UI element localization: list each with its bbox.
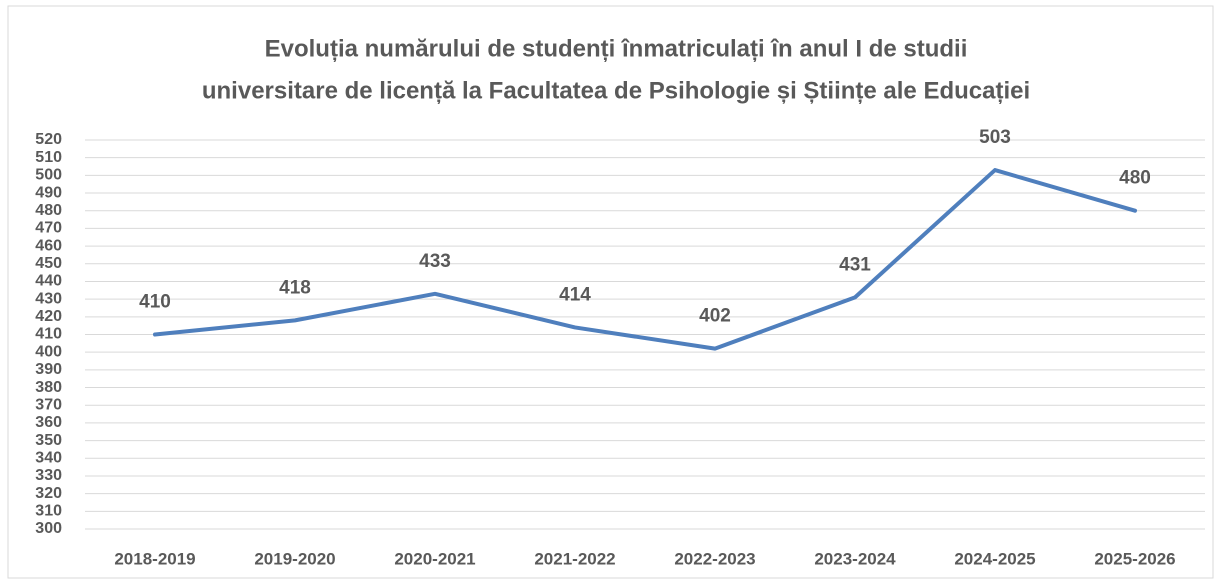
y-tick-label: 490 xyxy=(35,184,62,201)
data-label: 402 xyxy=(699,306,731,327)
data-label: 433 xyxy=(419,251,451,272)
x-tick-label: 2025-2026 xyxy=(1094,549,1175,568)
y-tick-label: 300 xyxy=(35,520,62,537)
y-tick-label: 430 xyxy=(35,290,62,307)
data-label: 431 xyxy=(839,254,871,275)
y-tick-label: 440 xyxy=(35,273,62,290)
y-tick-label: 360 xyxy=(35,414,62,431)
chart-title: Evoluția numărului de studenți înmatricu… xyxy=(265,35,968,62)
data-label: 418 xyxy=(279,277,311,298)
data-label: 414 xyxy=(559,284,591,305)
data-label: 410 xyxy=(139,292,171,313)
y-tick-label: 480 xyxy=(35,202,62,219)
line-series xyxy=(153,168,1137,351)
y-tick-label: 450 xyxy=(35,255,62,272)
x-tick-label: 2024-2025 xyxy=(954,549,1035,568)
chart-border xyxy=(7,5,1214,579)
y-tick-label: 330 xyxy=(35,467,62,484)
y-tick-label: 500 xyxy=(35,167,62,184)
y-tick-label: 310 xyxy=(35,503,62,520)
y-tick-label: 460 xyxy=(35,237,62,254)
y-tick-label: 510 xyxy=(35,149,62,166)
y-tick-label: 380 xyxy=(35,379,62,396)
chart-title: universitare de licență la Facultatea de… xyxy=(202,77,1030,104)
y-tick-label: 340 xyxy=(35,449,62,466)
y-tick-label: 470 xyxy=(35,220,62,237)
data-label: 503 xyxy=(979,127,1011,148)
y-tick-label: 390 xyxy=(35,361,62,378)
x-tick-label: 2019-2020 xyxy=(254,549,335,568)
x-tick-label: 2018-2019 xyxy=(114,549,195,568)
y-tick-label: 370 xyxy=(35,396,62,413)
y-tick-label: 350 xyxy=(35,432,62,449)
y-tick-label: 420 xyxy=(35,308,62,325)
x-tick-label: 2021-2022 xyxy=(534,549,615,568)
x-tick-label: 2023-2024 xyxy=(814,549,896,568)
x-tick-label: 2022-2023 xyxy=(674,549,755,568)
data-label: 480 xyxy=(1119,168,1151,189)
y-tick-label: 400 xyxy=(35,343,62,360)
y-tick-label: 320 xyxy=(35,485,62,502)
y-tick-label: 410 xyxy=(35,326,62,343)
y-tick-label: 520 xyxy=(35,131,62,148)
x-tick-label: 2020-2021 xyxy=(394,549,475,568)
